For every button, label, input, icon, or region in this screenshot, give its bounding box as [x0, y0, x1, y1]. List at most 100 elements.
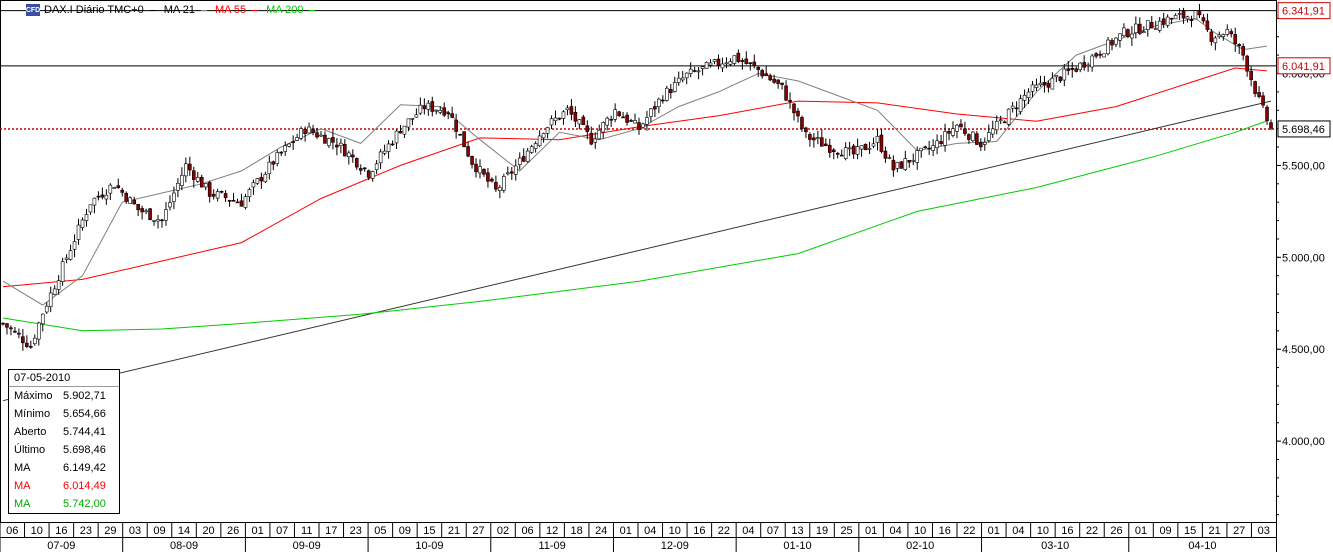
candle-body — [1189, 19, 1194, 21]
candle-body — [235, 201, 240, 204]
data-window-value: 5.654,66 — [63, 408, 106, 420]
candle-body — [513, 165, 518, 175]
candle-body — [498, 187, 502, 191]
price-tag-label: 6.041,91 — [1282, 61, 1325, 73]
candle-body — [839, 154, 844, 157]
candle-body — [1094, 53, 1098, 57]
data-window-value: 5.698,46 — [63, 444, 106, 456]
candle-body — [172, 192, 176, 202]
candle-body — [239, 200, 244, 207]
candle-body — [820, 137, 824, 147]
day-label: 26 — [227, 525, 239, 537]
candle-body — [184, 163, 188, 177]
day-label: 16 — [939, 525, 951, 537]
candle-body — [1018, 98, 1023, 112]
candle-body — [1142, 31, 1146, 33]
candle-body — [692, 70, 697, 72]
candle-body — [1118, 33, 1122, 41]
candle-body — [36, 322, 41, 340]
data-window-label: MA — [14, 480, 31, 492]
candle-body — [903, 158, 908, 171]
candle-body — [645, 117, 649, 125]
candle-body — [617, 111, 621, 116]
candle-body — [283, 145, 288, 152]
candle-body — [879, 134, 884, 152]
candle-body — [199, 177, 204, 188]
candle-body — [1098, 53, 1102, 56]
candle-body — [223, 193, 228, 199]
candle-body — [637, 122, 641, 130]
candle-body — [307, 126, 311, 134]
candle-body — [1038, 82, 1043, 86]
candle-body — [816, 137, 820, 139]
candle-body — [48, 292, 53, 307]
legend-swatch-instrument — [149, 9, 156, 11]
candle-body — [442, 107, 447, 116]
candle-body — [1090, 55, 1094, 68]
candle-body — [339, 142, 343, 146]
candle-body — [668, 89, 673, 94]
data-window-value: 6.014,49 — [63, 480, 106, 492]
candle-body — [541, 133, 546, 139]
candle-body — [1237, 44, 1242, 47]
candle-body — [21, 336, 25, 344]
day-label: 04 — [644, 525, 656, 537]
candle-body — [92, 197, 97, 206]
day-label: 20 — [202, 525, 214, 537]
candle-body — [895, 162, 900, 169]
candle-body — [549, 118, 554, 126]
candle-body — [1245, 55, 1249, 72]
candle-body — [716, 58, 721, 66]
candle-body — [1213, 37, 1218, 44]
candle-body — [76, 224, 81, 240]
candle-body — [593, 138, 598, 143]
candle-body — [855, 146, 860, 155]
data-window-row: MA 6.014,49 — [9, 477, 119, 495]
month-label: 09-09 — [293, 540, 321, 552]
candle-body — [80, 219, 85, 228]
data-window-value: 5.902,71 — [63, 390, 106, 402]
candle-body — [386, 143, 391, 152]
candle-body — [251, 182, 256, 188]
day-label: 05 — [374, 525, 386, 537]
candle-body — [752, 61, 757, 67]
candle-body — [899, 161, 904, 169]
candle-body — [315, 132, 319, 138]
candle-body — [1229, 31, 1234, 35]
candle-body — [410, 117, 415, 120]
day-label: 03 — [129, 525, 141, 537]
trendline — [2, 100, 1272, 402]
legend-ma55: MA 55 — [214, 4, 247, 16]
candle-body — [1257, 92, 1261, 97]
candle-body — [788, 99, 792, 102]
day-label: 01 — [865, 525, 877, 537]
candle-body — [88, 204, 93, 213]
candle-body — [263, 174, 268, 183]
candle-body — [553, 117, 558, 122]
candle-body — [1161, 18, 1166, 25]
candle-body — [1034, 84, 1039, 88]
day-label: 09 — [399, 525, 411, 537]
day-label: 26 — [1110, 525, 1122, 537]
candle-body — [824, 143, 828, 146]
candle-body — [887, 157, 892, 159]
candle-body — [482, 168, 486, 175]
candle-body — [358, 168, 363, 171]
candle-body — [96, 195, 101, 198]
candle-body — [255, 178, 260, 184]
candle-body — [605, 117, 609, 126]
candle-body — [426, 102, 431, 110]
candle-body — [1205, 20, 1210, 30]
candle-body — [120, 189, 125, 193]
candle-body — [800, 117, 804, 129]
candle-body — [1265, 106, 1269, 121]
candle-body — [696, 70, 701, 73]
candle-body — [1153, 28, 1158, 30]
candle-body — [1070, 67, 1075, 70]
candle-body — [847, 147, 852, 150]
candle-body — [998, 119, 1003, 122]
candle-body — [577, 119, 582, 125]
candle-body — [533, 143, 538, 149]
candle-body — [319, 134, 323, 137]
